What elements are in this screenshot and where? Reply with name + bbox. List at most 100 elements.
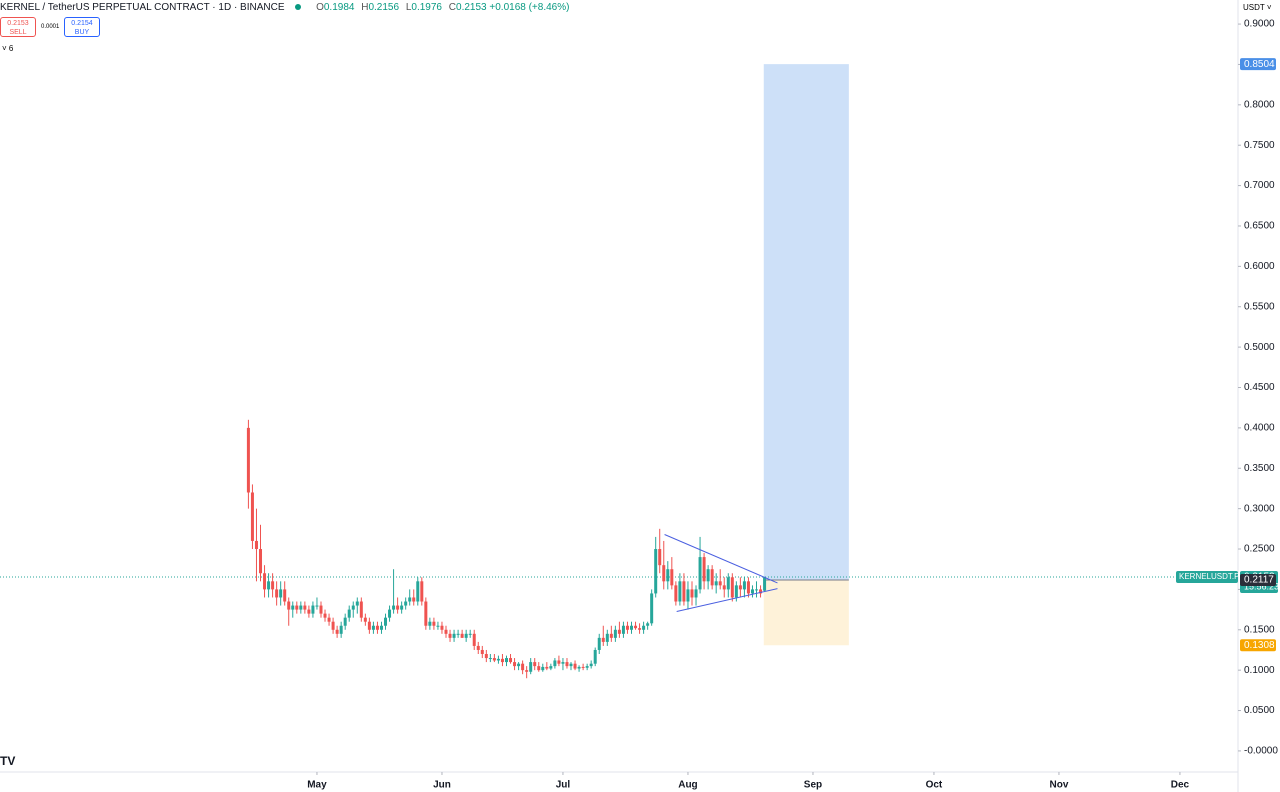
ticker-bg	[1176, 571, 1238, 584]
candle-body	[472, 633, 476, 646]
candle-body	[303, 605, 307, 610]
candle-body	[690, 589, 694, 598]
buy-button[interactable]: 0.2154 BUY	[64, 17, 100, 37]
candle-body	[678, 581, 682, 602]
sell-price: 0.2153	[7, 20, 29, 27]
candle-body	[254, 540, 258, 550]
y-tick-label: 0.5000	[1244, 342, 1275, 353]
candle-body	[456, 633, 460, 635]
candle-body	[480, 649, 484, 655]
candle-body	[371, 625, 375, 630]
x-tick-label: May	[307, 780, 327, 791]
candle-body	[436, 625, 440, 627]
candle-body	[621, 625, 625, 634]
ohlc-value: 0.2156	[368, 2, 400, 13]
buy-label: BUY	[74, 29, 90, 36]
candle-body	[545, 666, 549, 669]
sell-button[interactable]: 0.2153 SELL	[0, 17, 36, 37]
candle-body	[488, 658, 492, 660]
candle-body	[404, 601, 408, 606]
candle-body	[367, 621, 371, 630]
candle-body	[424, 601, 428, 626]
candle-body	[710, 569, 714, 586]
candle-body	[605, 633, 609, 642]
candle-body	[662, 565, 666, 582]
candle-body	[299, 605, 303, 610]
candle-body	[746, 581, 750, 594]
candle-body	[315, 605, 319, 607]
candle-body	[726, 577, 730, 590]
candle-body	[388, 609, 392, 618]
x-tick-label: Dec	[1171, 780, 1190, 791]
candle-body	[263, 573, 267, 590]
trendline	[664, 534, 778, 584]
candle-body	[295, 605, 299, 610]
y-tick-label: 0.5500	[1244, 301, 1275, 312]
candle-body	[279, 589, 283, 598]
candle-body	[738, 585, 742, 590]
y-tick-label: 0.7500	[1244, 140, 1275, 151]
candle-body	[569, 663, 573, 667]
candle-body	[525, 670, 529, 672]
candle-body	[476, 645, 480, 650]
candle-body	[496, 658, 500, 661]
y-tick-label: 0.2500	[1244, 544, 1275, 555]
ohlc-value: 0.2153	[456, 2, 487, 13]
candle-body	[432, 621, 436, 626]
y-tick-label: 0.7000	[1244, 180, 1275, 191]
y-tick-label: 0.4000	[1244, 423, 1275, 434]
candle-body	[609, 633, 613, 638]
indicator-count: 6	[8, 44, 14, 53]
countdown: 15:56:23	[1244, 581, 1279, 591]
candle-body	[452, 633, 456, 638]
candle-body	[500, 658, 504, 663]
candle-body	[557, 660, 561, 664]
candle-body	[259, 549, 263, 574]
y-tick-label: 0.6000	[1244, 261, 1275, 272]
candle-body	[484, 654, 488, 659]
candle-body	[339, 625, 343, 634]
candle-body	[311, 605, 315, 614]
candle-body	[460, 633, 464, 638]
symbol: KERNEL / TetherUS PERPETUAL CONTRACT · 1…	[0, 2, 285, 13]
indicators-toggle[interactable]: ˅ 6	[2, 44, 14, 53]
candle-body	[379, 625, 383, 630]
candle-body	[428, 621, 432, 626]
candle-body	[327, 617, 331, 622]
stop-zone	[763, 579, 849, 646]
candle-body	[573, 663, 577, 669]
currency-label: USDT	[1243, 3, 1265, 12]
candle-body	[448, 633, 452, 638]
candle-body	[718, 581, 722, 586]
change: +0.0168 (+8.46%)	[489, 2, 570, 13]
y-tick-label: 0.1000	[1244, 665, 1275, 676]
candle-body	[642, 625, 646, 630]
candle-body	[283, 589, 287, 602]
candle-body	[730, 577, 734, 598]
candle-body	[682, 581, 686, 602]
y-tick-label: -0.0000	[1244, 746, 1278, 757]
y-tick-label: 0.4500	[1244, 382, 1275, 393]
candle-body	[375, 625, 379, 630]
candle-body	[440, 625, 444, 630]
candle-body	[287, 601, 291, 610]
candle-body	[392, 605, 396, 610]
stop-label: 0.1308	[1244, 640, 1275, 651]
candle-body	[714, 581, 718, 586]
candle-body	[250, 492, 254, 541]
candle-body	[513, 662, 517, 667]
currency[interactable]: USDT ˅	[1243, 3, 1272, 12]
candle-body	[323, 613, 327, 618]
candle-body	[291, 605, 295, 610]
sell-label: SELL	[9, 29, 27, 36]
candle-body	[396, 605, 400, 610]
candle-body	[585, 666, 589, 668]
candle-body	[549, 666, 553, 669]
trendline	[676, 588, 778, 613]
candle-body	[755, 589, 759, 591]
candle-body	[420, 581, 424, 602]
x-tick-label: Jun	[433, 780, 451, 791]
candle-body	[593, 649, 597, 664]
candle-body	[654, 549, 658, 594]
